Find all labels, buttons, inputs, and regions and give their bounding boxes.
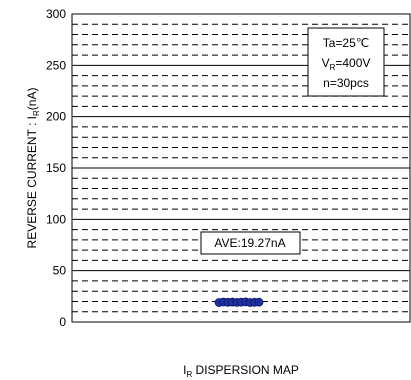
y-axis-title-unit: (nA) (25, 88, 39, 111)
y-tick-label: 50 (53, 264, 67, 278)
conditions-box (307, 27, 385, 97)
data-points (214, 297, 264, 307)
y-tick-label: 200 (46, 110, 66, 124)
x-axis-title-sub: R (186, 370, 192, 379)
x-axis-title-main: I (183, 363, 186, 377)
plot-frame (71, 13, 411, 323)
average-label: AVE:19.27nA (214, 236, 285, 250)
y-tick-labels: 0 50 100 150 200 250 300 (46, 7, 66, 329)
y-tick-label: 150 (46, 161, 66, 175)
condition-n: n=30pcs (323, 76, 369, 90)
x-axis-title-rest: DISPERSION MAP (192, 363, 299, 377)
y-tick-label: 300 (46, 7, 66, 21)
condition-vr: VR=400V (322, 56, 371, 72)
y-tick-label: 0 (59, 315, 66, 329)
condition-vr-main: V (322, 56, 330, 70)
data-point (254, 297, 264, 307)
y-tick-label: 100 (46, 212, 66, 226)
y-axis-title-sub: R (32, 110, 41, 116)
y-tick-label: 250 (46, 58, 66, 72)
x-axis-title: IR DISPERSION MAP (183, 363, 299, 379)
condition-vr-sub: R (330, 63, 336, 72)
condition-vr-rest: =400V (335, 56, 370, 70)
average-box (200, 231, 301, 255)
condition-ta: Ta=25℃ (323, 36, 370, 50)
y-axis-title-main: REVERSE CURRENT : I (25, 116, 39, 248)
y-axis-title: REVERSE CURRENT : IR(nA) (25, 88, 41, 249)
